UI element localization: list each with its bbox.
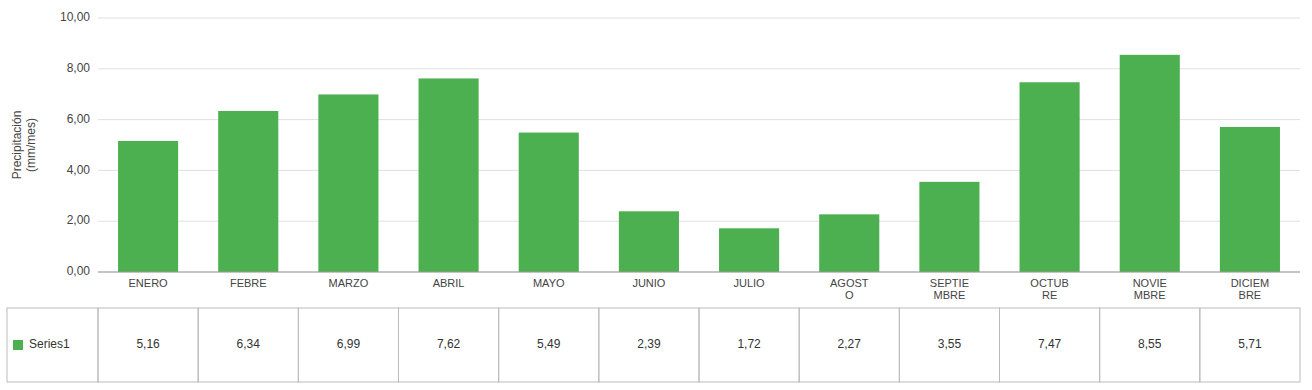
legend-label: Series1 [29, 337, 70, 351]
bar [519, 133, 579, 272]
text-line: NOVIE [1133, 277, 1167, 289]
x-tick-label: ENERO [129, 277, 169, 289]
text-line: DICIEM [1231, 277, 1270, 289]
table-cell [599, 308, 699, 382]
text-line: MAYO [533, 277, 565, 289]
text-line: FEBRE [230, 277, 267, 289]
grid-line [98, 272, 1300, 273]
text-line: ABRIL [433, 277, 465, 289]
text-line: OCTUB [1030, 277, 1069, 289]
table-cell [98, 308, 198, 382]
table-value: 6,34 [237, 337, 261, 351]
table-cell [699, 308, 799, 382]
table-cell [298, 308, 398, 382]
data-table: Series1 5,16 6,34 6,99 7,62 5,49 2,39 1,72 2,27 3… [7, 308, 1300, 382]
y-tick-label: 10,00 [60, 10, 90, 24]
text-line: MBRE [1134, 289, 1166, 301]
y-tick-label: 0,00 [67, 264, 91, 278]
grid-line [98, 18, 1300, 19]
x-tick-label: AGOSTO [830, 277, 869, 301]
y-tick-label: 4,00 [67, 163, 91, 177]
bar [619, 211, 679, 272]
grid [98, 18, 1300, 272]
y-tick-label: 6,00 [67, 112, 91, 126]
table-value: 7,47 [1038, 337, 1062, 351]
table-value: 5,16 [136, 337, 160, 351]
x-tick-label: FEBRE [230, 277, 267, 289]
bar [318, 94, 378, 272]
x-tick-label: NOVIEMBRE [1133, 277, 1167, 301]
table-value: 1,72 [737, 337, 761, 351]
table-value: 7,62 [437, 337, 461, 351]
table-cell [1100, 308, 1200, 382]
text-line: RE [1042, 289, 1057, 301]
text-line: SEPTIE [930, 277, 969, 289]
text-line: BRE [1239, 289, 1262, 301]
text-line: O [845, 289, 854, 301]
x-tick-label: MARZO [329, 277, 369, 289]
bars [118, 55, 1280, 272]
text-line: MBRE [934, 289, 966, 301]
table-value: 3,55 [938, 337, 962, 351]
y-tick-label: 2,00 [67, 213, 91, 227]
chart: 0,00 2,00 4,00 6,00 8,00 10,00 Precipitación(m… [0, 0, 1312, 390]
bar [218, 111, 278, 272]
table-value: 5,49 [537, 337, 561, 351]
x-tick-label: DICIEMBRE [1231, 277, 1270, 301]
x-tick-label: SEPTIEMBRE [930, 277, 969, 301]
y-tick-label: 8,00 [67, 61, 91, 75]
x-tick-label: ABRIL [433, 277, 465, 289]
table-cell [899, 308, 999, 382]
table-value: 8,55 [1138, 337, 1162, 351]
bar [419, 78, 479, 272]
bar [719, 228, 779, 272]
text-line: (mm/mes) [24, 118, 38, 172]
table-cell [1200, 308, 1300, 382]
x-tick-label: MAYO [533, 277, 565, 289]
table-value: 2,27 [838, 337, 862, 351]
y-axis-label: Precipitación(mm/mes) [10, 111, 38, 180]
text-line: JUNIO [632, 277, 665, 289]
x-axis-line [98, 272, 1300, 273]
table-cell [1000, 308, 1100, 382]
text-line: MARZO [329, 277, 369, 289]
bar [118, 141, 178, 272]
text-line: Precipitación [10, 111, 24, 180]
table-value: 2,39 [637, 337, 661, 351]
bar [819, 214, 879, 272]
table-value: 5,71 [1238, 337, 1262, 351]
x-tick-label: JUNIO [632, 277, 665, 289]
table-value: 6,99 [337, 337, 361, 351]
bar [1220, 127, 1280, 272]
text-line: ENERO [129, 277, 169, 289]
text-line: AGOST [830, 277, 869, 289]
table-cell [799, 308, 899, 382]
text-line: JULIO [733, 277, 765, 289]
legend-cell [7, 308, 98, 382]
x-tick-label: JULIO [733, 277, 765, 289]
legend-swatch [13, 340, 23, 350]
table-cell [399, 308, 499, 382]
table-cell [198, 308, 298, 382]
table-cell [499, 308, 599, 382]
bar [1020, 82, 1080, 272]
x-tick-label: OCTUBRE [1030, 277, 1069, 301]
bar [919, 182, 979, 272]
bar [1120, 55, 1180, 272]
